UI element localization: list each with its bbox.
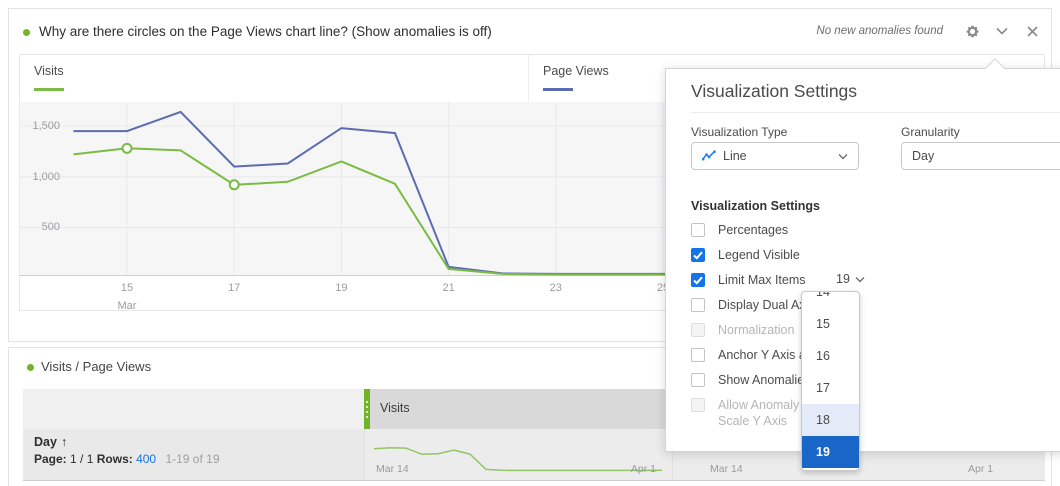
legend-swatch-visits [34,88,64,91]
y-tick-label: 500 [41,221,60,234]
checkbox-row-percentages: Percentages [691,222,788,238]
checkbox-normalization [691,323,705,337]
spark-start-label: Mar 14 [376,463,409,475]
limit-max-items-value-dropdown[interactable]: 19 [836,272,865,286]
visits-column-label: Visits [380,401,410,415]
x-tick-label: 15 [120,282,134,294]
panel-status-dot [23,29,30,36]
x-tick-label: 19 [335,282,348,294]
x-tick-label: 23 [549,282,562,294]
settings-section-heading: Visualization Settings [691,199,820,213]
anomaly-circle-marker [121,142,133,154]
x-tick-label: 21 [442,282,455,294]
table-status-dot [27,364,34,371]
rows-range-text: 1-19 of 19 [165,452,220,466]
popup-divider [691,112,1060,113]
page-value: 1 / 1 [70,452,94,466]
checkbox-row-show-anomalies: Show Anomalies [691,372,810,388]
collapse-chevron-icon[interactable] [993,22,1011,40]
visualization-settings-popup: Visualization Settings Visualization Typ… [665,58,1060,471]
series-line-visits [73,147,1028,276]
page-label: Page: [34,452,67,466]
popup-title: Visualization Settings [691,81,858,101]
table-panel-title: Visits / Page Views [41,359,152,374]
anomaly-circle-marker [228,179,240,191]
visits-sparkline-cell[interactable]: Mar 14 Apr 1 [364,429,672,480]
spark-end-label: Apr 1 [968,463,994,475]
visualization-type-label: Visualization Type [691,125,788,139]
anomaly-status-text: No new anomalies found [816,25,943,37]
checkbox-allow-anomaly-dete [691,398,705,412]
checkbox-row-normalization: Normalization [691,322,794,338]
line-chart-icon [702,150,716,161]
checkbox-display-dual-axis[interactable] [691,298,705,312]
checkbox-label-limit-max-items: Limit Max Items [718,273,806,287]
checkbox-legend-visible[interactable] [691,248,705,262]
visualization-type-select[interactable]: Line [691,142,859,170]
x-axis-month-label: Mar [117,300,137,312]
spark-end-label: Apr 1 [630,463,656,475]
menu-option-19[interactable]: 19 [802,436,859,468]
gear-icon[interactable] [963,22,981,40]
visualization-type-value: Line [723,149,747,163]
y-tick-label: 1,000 [32,170,60,183]
legend-item-visits[interactable]: Visits [20,55,528,102]
sort-ascending-icon[interactable]: ↑ [60,435,68,449]
granularity-value: Day [912,149,935,163]
checkbox-row-display-dual-axis: Display Dual Axis [691,297,815,313]
checkbox-label-show-anomalies: Show Anomalies [718,373,811,387]
pagination: Page: 1 / 1 Rows: 400 1-19 of 19 [34,452,364,466]
chevron-down-icon [838,149,848,163]
legend-label-visits: Visits [34,64,64,78]
x-tick-label: 17 [228,282,241,294]
limit-max-items-value: 19 [836,272,850,286]
limit-max-items-menu: 14 15 16 17 18 19 [801,291,860,471]
granularity-label: Granularity [901,125,960,139]
checkbox-label-normalization: Normalization [718,323,795,337]
legend-item-pageviews[interactable]: Page Views [529,55,1044,102]
rows-label: Rows: [96,452,133,466]
spark-start-label: Mar 14 [710,463,743,475]
menu-option-15[interactable]: 15 [816,317,830,331]
checkbox-row-limit-max-items: Limit Max Items 19 [691,272,865,288]
y-tick-label: 1,500 [32,120,60,133]
visits-sparkline [373,446,663,472]
menu-option-17[interactable]: 17 [816,381,830,395]
column-drag-handle[interactable] [364,389,370,429]
row-label: Day [34,435,57,449]
dimension-header-cell [23,389,364,429]
checkbox-percentages[interactable] [691,223,705,237]
panel-header-actions: No new anomalies found [816,22,1041,40]
menu-option-16[interactable]: 16 [816,349,830,363]
checkbox-limit-max-items[interactable] [691,273,705,287]
checkbox-row-legend-visible: Legend Visible [691,247,800,263]
day-dimension-cell[interactable]: Day ↑ Page: 1 / 1 Rows: 400 1-19 of 19 [23,429,364,480]
legend-swatch-pageviews [543,88,573,91]
checkbox-anchor-y-axis-at-zero[interactable] [691,348,705,362]
rows-count-link[interactable]: 400 [136,452,157,466]
menu-option-14[interactable]: 14 [816,291,830,299]
panel-title: Why are there circles on the Page Views … [39,24,492,39]
checkbox-label-percentages: Percentages [718,223,789,237]
checkbox-show-anomalies[interactable] [691,373,705,387]
menu-option-18[interactable]: 18 [802,404,859,436]
legend-label-pageviews: Page Views [543,64,609,78]
checkbox-label-display-dual-axis: Display Dual Axis [718,298,815,312]
visits-header-cell[interactable]: Visits [364,389,671,429]
close-icon[interactable] [1023,22,1041,40]
granularity-select[interactable]: Day [901,142,1060,170]
checkbox-label-legend-visible: Legend Visible [718,248,800,262]
legend-divider [528,55,529,102]
